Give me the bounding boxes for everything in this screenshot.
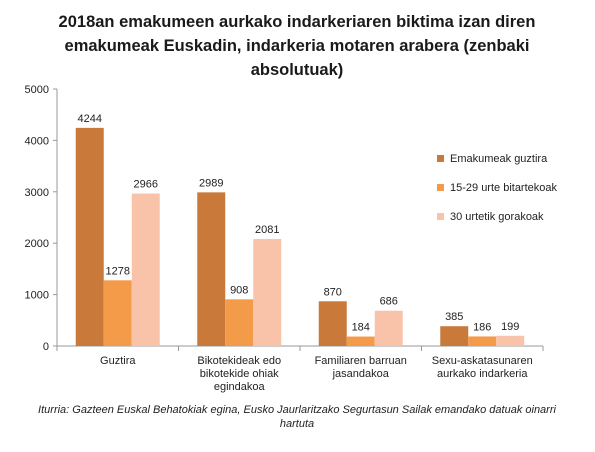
legend-entry: 30 urtetik gorakoak <box>450 211 544 223</box>
source-line: Iturria: Gazteen Euskal Behatokiak egina… <box>38 404 556 416</box>
legend-swatch <box>437 184 444 191</box>
bar <box>468 336 497 346</box>
x-tick-label: egindakoa <box>214 381 266 393</box>
bar <box>197 192 226 346</box>
data-label: 870 <box>324 286 342 298</box>
y-tick-label: 5000 <box>25 84 49 96</box>
bar <box>253 239 282 346</box>
data-label: 186 <box>473 321 491 333</box>
bar <box>496 335 525 346</box>
bar <box>75 127 104 346</box>
legend-swatch <box>437 213 444 220</box>
x-tick-label: aurkako indarkeria <box>437 368 528 380</box>
data-labels: 4244 1278 2966 2989 908 2081 870 184 686 385 186 19… <box>78 113 520 334</box>
x-tick-label: jasandakoa <box>332 368 390 380</box>
source-line: hartuta <box>280 418 314 430</box>
data-label: 2966 <box>134 179 158 191</box>
bar <box>440 326 469 346</box>
source-note: Iturria: Gazteen Euskal Behatokiak egina… <box>38 404 556 430</box>
chart-title-line: emakumeak Euskadin, indarkeria motaren a… <box>65 37 530 55</box>
data-label: 4244 <box>78 113 102 125</box>
data-label: 184 <box>352 322 370 334</box>
x-tick-label: bikotekide ohiak <box>200 368 279 380</box>
x-tick-label: Sexu-askatasunaren <box>432 355 533 367</box>
data-label: 908 <box>230 284 248 296</box>
x-tick-label: Guztira <box>100 355 136 367</box>
bar <box>225 299 254 346</box>
y-tick-label: 3000 <box>25 187 49 199</box>
bar <box>131 193 160 346</box>
legend-entry: Emakumeak guztira <box>450 153 548 165</box>
y-tick-label: 1000 <box>25 290 49 302</box>
bar <box>374 310 403 346</box>
x-tick-label: Familiaren barruan <box>315 355 407 367</box>
y-tick-label: 0 <box>43 341 49 353</box>
y-axis: 0 1000 2000 3000 4000 5000 <box>25 84 58 353</box>
legend-entry: 15-29 urte bitartekoak <box>450 182 558 194</box>
chart-title-line: absolutuak) <box>251 61 344 79</box>
chart-title-line: 2018an emakumeen aurkako indarkeriaren b… <box>59 13 536 31</box>
chart-title: 2018an emakumeen aurkako indarkeriaren b… <box>59 13 536 79</box>
x-tick-label: Bikotekideak edo <box>197 355 281 367</box>
legend: Emakumeak guztira 15-29 urte bitartekoak 3… <box>437 153 558 223</box>
legend-swatch <box>437 155 444 162</box>
data-label: 2989 <box>199 177 223 189</box>
data-label: 2081 <box>255 224 279 236</box>
data-label: 199 <box>501 321 519 333</box>
y-tick-label: 4000 <box>25 135 49 147</box>
data-label: 686 <box>380 296 398 308</box>
bar <box>103 280 132 346</box>
bar <box>318 301 347 346</box>
data-label: 385 <box>445 311 463 323</box>
data-label: 1278 <box>106 265 130 277</box>
bar <box>346 336 375 346</box>
y-tick-label: 2000 <box>25 238 49 250</box>
bars <box>75 127 525 346</box>
